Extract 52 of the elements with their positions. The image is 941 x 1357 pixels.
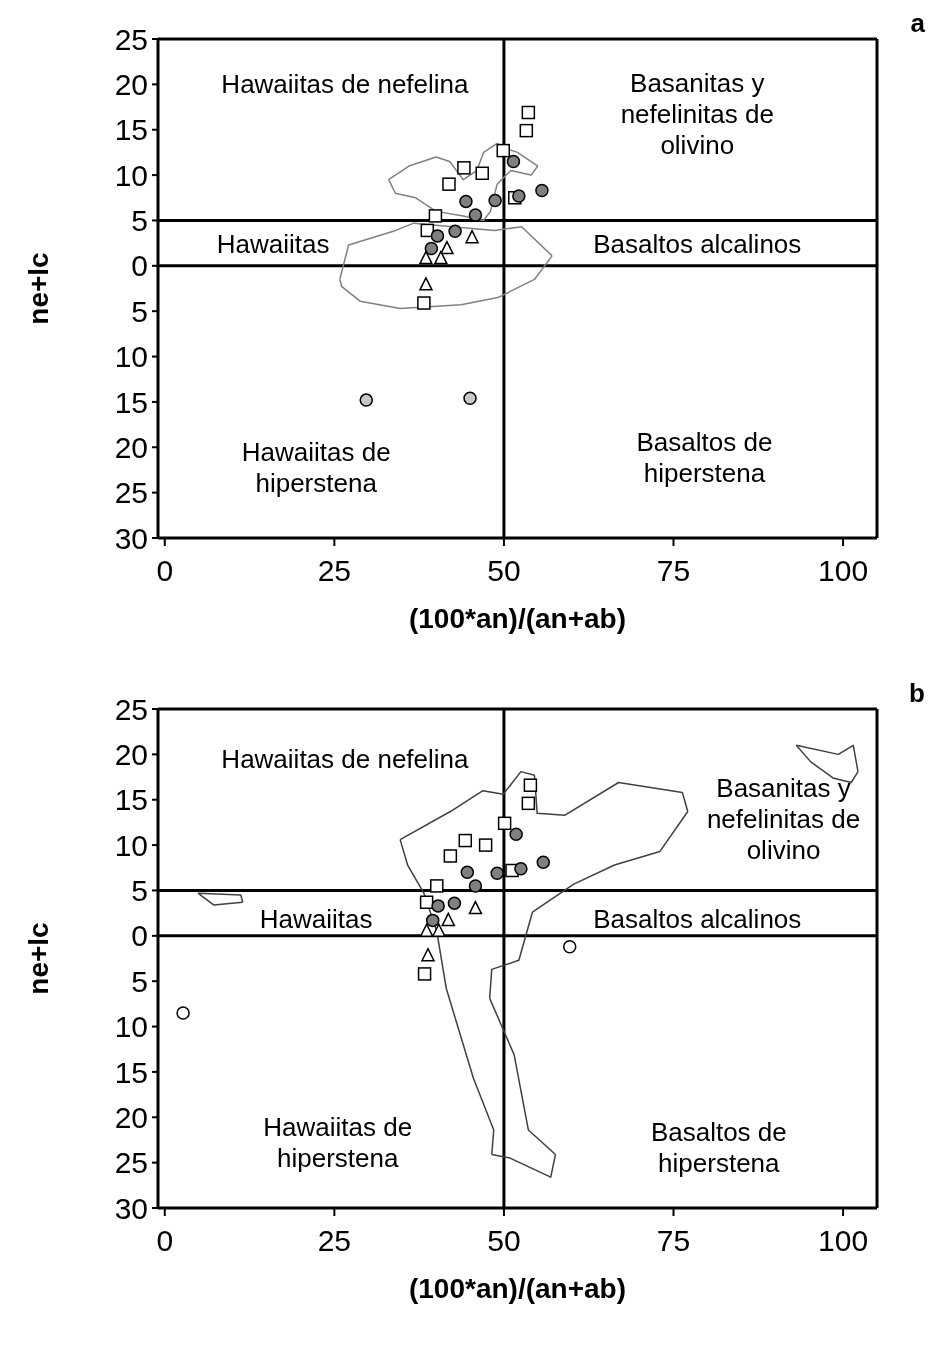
y-tick-label: 25 [114,1146,148,1180]
annotation: Basaltos de hiperstena [650,1117,787,1180]
annotation: Hawaiitas de hiperstena [263,1112,413,1175]
x-tick-label: 100 [818,1224,869,1258]
x-tick-label: 0 [156,1224,174,1258]
y-tick-label: 15 [114,1055,148,1089]
y-tick-label: 10 [114,1010,148,1044]
y-tick-label: 30 [114,1191,148,1225]
x-tick-label: 0 [156,554,174,588]
annotation: Basanitas y nefelinitas de olivino [620,67,774,161]
y-tick-label: 25 [114,476,148,510]
y-tick-label: 20 [114,738,148,772]
text: b [909,678,925,709]
y-tick-label: 25 [114,692,148,726]
y-tick-label: 0 [131,249,148,283]
y-tick-label: 20 [114,430,148,464]
y-tick-label: 20 [114,1100,148,1134]
y-tick-label: 5 [131,294,148,328]
x-tick-label: 50 [487,554,521,588]
y-tick-label: 5 [131,204,148,238]
y-tick-label: 0 [131,919,148,953]
x-tick-label: 25 [317,1224,352,1258]
annotation: Hawaiitas de nefelina [221,743,469,775]
y-tick-label: 10 [114,828,148,862]
y-tick-label: 15 [114,385,148,419]
annotation: Basaltos alcalinos [593,903,802,935]
annotation: Basaltos alcalinos [593,228,802,260]
text: a [910,8,925,39]
y-tick-label: 15 [114,783,148,817]
y-axis-title: ne+lc [22,252,54,325]
y-tick-label: 10 [114,340,148,374]
y-tick-label: 10 [114,158,148,192]
x-tick-label: 25 [317,554,352,588]
annotation: Basaltos de hiperstena [636,427,773,490]
x-tick-label: 75 [656,554,691,588]
annotation: Hawaiitas de hiperstena [241,437,391,500]
annotation: Hawaiitas [259,903,373,935]
y-tick-label: 5 [131,964,148,998]
x-tick-label: 100 [818,554,869,588]
x-tick-label: 75 [656,1224,691,1258]
x-axis-title: (100*an)/(an+ab) [408,1273,627,1304]
y-tick-label: 20 [114,68,148,102]
y-tick-label: 30 [114,521,148,555]
y-tick-label: 5 [131,874,148,908]
annotation: Hawaiitas de nefelina [221,68,469,100]
y-tick-label: 25 [114,22,148,56]
y-axis-title: ne+lc [22,922,54,995]
y-tick-label: 15 [114,113,148,147]
x-axis-title: (100*an)/(an+ab) [408,603,627,634]
x-tick-label: 50 [487,1224,521,1258]
annotation: Basanitas y nefelinitas de olivino [706,772,861,866]
annotation: Hawaiitas [216,228,330,260]
